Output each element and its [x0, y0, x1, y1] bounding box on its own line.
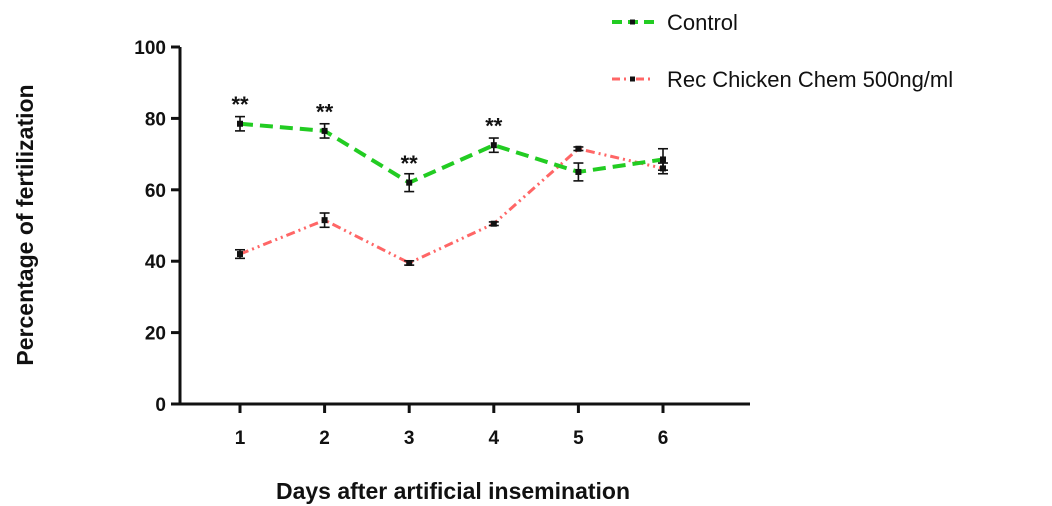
significance-label: **: [401, 151, 419, 176]
data-point-control: [237, 120, 243, 127]
legend-entry-rec-chicken-chem: Rec Chicken Chem 500ng/ml: [612, 67, 953, 92]
data-point-control: [321, 127, 328, 134]
y-tick-label: 40: [145, 252, 166, 273]
data-point-control: [406, 179, 413, 186]
y-tick-label: 60: [145, 181, 166, 202]
x-tick-label: 3: [404, 428, 415, 449]
data-point-control: [490, 142, 497, 149]
data-point-rec-chicken-chem: [490, 220, 497, 227]
x-tick-label: 5: [573, 428, 584, 449]
significance-label: **: [231, 92, 249, 117]
data-point-rec-chicken-chem: [237, 251, 243, 258]
x-tick-label: 1: [235, 428, 246, 449]
legend-label-rec-chicken-chem: Rec Chicken Chem 500ng/ml: [667, 67, 953, 92]
legend-marker-rec-chicken-chem: [630, 76, 635, 82]
x-tick-label: 6: [658, 428, 669, 449]
data-point-control: [660, 156, 666, 163]
series-line-rec-chicken-chem: [239, 147, 664, 265]
data-point-rec-chicken-chem: [321, 217, 328, 224]
significance-label: **: [485, 114, 503, 139]
data-point-rec-chicken-chem: [406, 259, 413, 266]
series-line-control: [239, 121, 664, 185]
y-tick-label: 0: [155, 395, 166, 416]
plot-area: 0 20 40 60 80 100 1 2 3 4 5 6 ** ** ** **: [134, 38, 750, 449]
legend: Control Rec Chicken Chem 500ng/ml: [612, 10, 953, 92]
x-axis-title: Days after artificial insemination: [276, 478, 630, 504]
y-axis-title: Percentage of fertilization: [12, 84, 38, 365]
y-tick-label: 100: [134, 38, 166, 59]
x-tick-label: 4: [489, 428, 500, 449]
legend-entry-control: Control: [612, 10, 738, 35]
legend-label-control: Control: [667, 10, 738, 35]
data-point-control: [575, 168, 582, 175]
data-point-rec-chicken-chem: [575, 145, 582, 152]
legend-marker-control: [630, 19, 635, 25]
significance-label: **: [316, 99, 334, 124]
y-tick-label: 80: [145, 109, 166, 130]
y-tick-label: 20: [145, 324, 166, 345]
x-tick-label: 2: [319, 428, 330, 449]
